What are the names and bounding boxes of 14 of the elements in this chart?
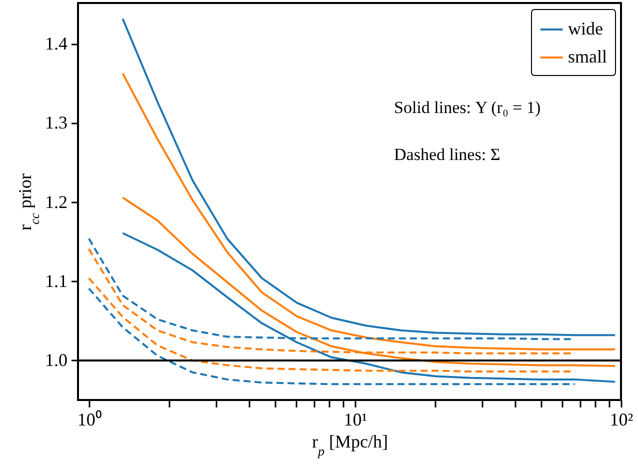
y-tick-label: 1.4 <box>45 34 68 54</box>
x-tick-label: 10¹ <box>344 410 368 430</box>
x-tick-label: 10² <box>610 410 634 430</box>
annotation: Dashed lines: Σ <box>394 145 500 164</box>
y-tick-label: 1.1 <box>45 270 68 291</box>
annotation: Solid lines: Υ (r₀ = 1) <box>394 98 541 117</box>
legend-label: small <box>568 46 607 66</box>
x-tick-label: 10⁰ <box>77 410 102 430</box>
y-tick-label: 1.0 <box>45 350 68 370</box>
x-axis-title: r$_{p}$ [Mpc/h] <box>312 432 388 458</box>
line-series <box>88 287 576 386</box>
legend-label: wide <box>568 18 603 38</box>
y-tick-label: 1.2 <box>45 192 68 212</box>
y-tick-label: 1.3 <box>45 112 68 133</box>
